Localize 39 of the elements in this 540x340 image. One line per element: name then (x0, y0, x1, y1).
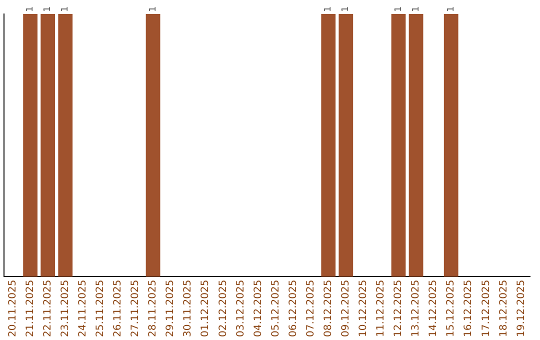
x-tick-label: 07.12.2025 (305, 280, 316, 338)
x-tick-label: 08.12.2025 (322, 280, 334, 338)
x-tick-label: 01.12.2025 (200, 280, 212, 338)
data-label: 1 (341, 6, 352, 12)
x-tick-label: 09.12.2025 (340, 280, 352, 338)
x-tick-label: 19.12.2025 (516, 280, 527, 338)
data-label: 1 (446, 6, 456, 12)
data-label: 1 (43, 6, 54, 12)
x-tick-label: 16.12.2025 (463, 280, 474, 338)
x-tick-label: 26.11.2025 (112, 280, 124, 338)
x-tick-label: 24.11.2025 (77, 280, 88, 338)
data-label: 1 (324, 6, 334, 12)
x-tick-label: 27.11.2025 (130, 280, 142, 338)
x-tick-label: 17.12.2025 (480, 280, 492, 338)
data-label: 1 (26, 6, 36, 12)
x-tick-label: 06.12.2025 (288, 280, 299, 338)
x-tick-label: 03.12.2025 (235, 280, 246, 338)
data-label: 1 (411, 6, 422, 12)
x-tick-label: 04.12.2025 (252, 280, 264, 338)
x-tick-label: 18.12.2025 (498, 280, 510, 338)
data-label: 1 (148, 6, 158, 12)
x-tick-label: 29.11.2025 (165, 280, 176, 338)
x-tick-label: 02.12.2025 (218, 280, 229, 338)
x-tick-label: 25.11.2025 (95, 280, 106, 338)
x-tick-label: 12.12.2025 (393, 280, 404, 338)
x-tick-label: 15.12.2025 (446, 280, 457, 338)
x-tick-label: 28.11.2025 (148, 280, 159, 338)
x-tick-label: 30.11.2025 (182, 280, 194, 338)
x-tick-label: 05.12.2025 (270, 280, 282, 338)
x-tick-label: 22.11.2025 (42, 280, 54, 338)
x-tick-label: 23.11.2025 (60, 280, 71, 338)
x-tick-label: 11.12.2025 (376, 280, 387, 338)
data-label: 1 (394, 6, 404, 12)
x-tick-label: 20.11.2025 (7, 280, 18, 338)
x-tick-label: 14.12.2025 (428, 280, 440, 338)
x-tick-label: 21.11.2025 (24, 280, 36, 338)
data-label: 1 (60, 6, 71, 12)
x-tick-label: 10.12.2025 (358, 280, 370, 338)
x-tick-label: 13.12.2025 (410, 280, 422, 338)
